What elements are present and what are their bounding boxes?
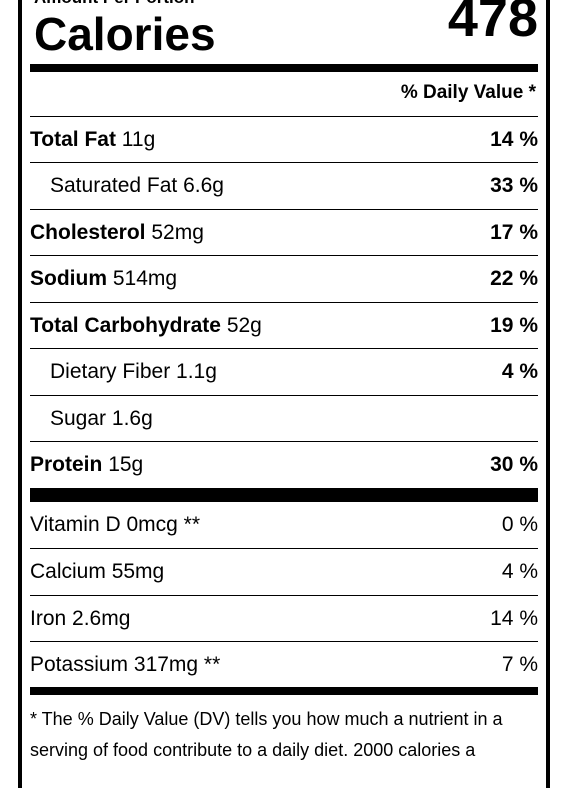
vitamin-name: Iron [30, 606, 67, 630]
nutrient-row-dietary-fiber: Dietary Fiber 1.1g 4 % [30, 348, 538, 394]
vitamin-name: Vitamin D [30, 513, 121, 536]
nutrient-amount: 6.6g [183, 173, 224, 197]
nutrient-amount: 1.1g [176, 359, 217, 383]
vitamin-percent: 4 % [501, 559, 538, 583]
vitamin-percent: 14 % [490, 606, 538, 630]
vitamin-row-calcium: Calcium 55mg 4 % [30, 548, 538, 594]
nutrient-name: Total Carbohydrate [30, 313, 221, 337]
nutrient-amount: 514mg [112, 266, 178, 290]
nutrient-name: Sugar [50, 406, 107, 430]
footnote-divider [30, 687, 538, 695]
nutrition-facts-panel: Amount Per Portion Calories 478 % Daily … [18, 0, 550, 788]
vitamin-percent: 7 % [501, 652, 538, 676]
nutrient-amount: 1.6g [111, 406, 153, 430]
nutrient-percent: 19 % [490, 313, 538, 337]
nutrient-amount: 52g [226, 313, 262, 337]
nutrient-amount: 52mg [151, 220, 204, 244]
vitamin-row-potassium: Potassium 317mg ** 7 % [30, 641, 538, 687]
vitamin-amount: 0mcg ** [126, 513, 201, 536]
daily-value-footnote: * The % Daily Value (DV) tells you how m… [30, 709, 503, 760]
vitamin-name: Potassium [30, 652, 129, 676]
vitamin-amount: 2.6mg [72, 606, 131, 630]
nutrient-row-sodium: Sodium 514mg 22 % [30, 255, 538, 301]
nutrient-row-total-fat: Total Fat 11g 14 % [30, 116, 538, 162]
nutrient-name: Dietary Fiber [50, 359, 171, 383]
vitamin-amount: 55mg [111, 559, 165, 583]
vitamin-row-vitamin-d: Vitamin D 0mcg ** 0 % [30, 502, 538, 548]
calories-label: Calories [34, 8, 216, 60]
nutrient-percent: 22 % [490, 266, 538, 290]
calories-divider [30, 64, 538, 72]
nutrient-row-total-carbohydrate: Total Carbohydrate 52g 19 % [30, 302, 538, 348]
nutrient-percent: 33 % [490, 173, 538, 197]
daily-value-heading: % Daily Value * [400, 82, 536, 103]
vitamins-divider [30, 488, 538, 502]
vitamin-percent: 0 % [501, 513, 538, 536]
nutrient-amount: 11g [121, 127, 156, 151]
nutrient-amount: 15g [108, 452, 144, 476]
nutrient-name: Total Fat [30, 127, 116, 151]
nutrient-row-protein: Protein 15g 30 % [30, 441, 538, 487]
vitamin-row-iron: Iron 2.6mg 14 % [30, 595, 538, 641]
nutrient-name: Sodium [30, 266, 107, 290]
vitamin-amount: 317mg ** [133, 652, 221, 676]
vitamin-name: Calcium [30, 559, 106, 583]
nutrient-name: Cholesterol [30, 220, 146, 244]
calories-value: 478 [447, 0, 538, 48]
nutrient-row-saturated-fat: Saturated Fat 6.6g 33 % [30, 162, 538, 208]
nutrient-percent: 17 % [490, 220, 538, 244]
nutrient-percent: 30 % [490, 452, 538, 476]
nutrient-row-sugar: Sugar 1.6g [30, 395, 538, 441]
nutrient-row-cholesterol: Cholesterol 52mg 17 % [30, 209, 538, 255]
nutrient-percent: 4 % [501, 359, 538, 383]
serving-text: Amount Per Portion [34, 0, 195, 8]
nutrient-name: Protein [30, 452, 103, 476]
nutrient-name: Saturated Fat [50, 173, 178, 197]
nutrient-percent: 14 % [490, 127, 538, 151]
